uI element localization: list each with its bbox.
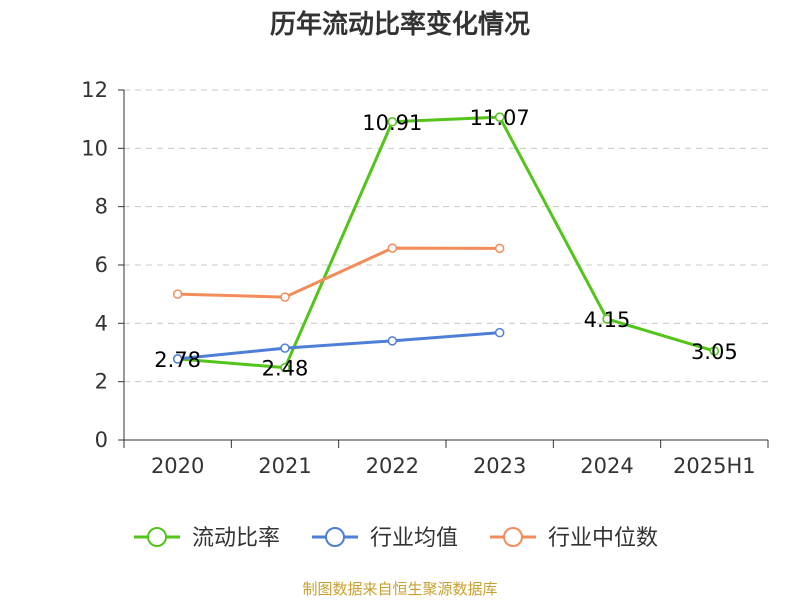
legend: 流动比率 行业均值 行业中位数 (134, 526, 658, 551)
legend-label: 行业均值 (370, 526, 458, 551)
legend-item: 行业中位数 (490, 526, 658, 551)
data-point (387, 336, 398, 346)
data-label: 2.48 (262, 357, 309, 381)
x-tick-label: 2021 (258, 454, 311, 478)
y-tick-label: 8 (95, 195, 108, 219)
y-tick-label: 2 (95, 370, 108, 394)
data-point (387, 117, 398, 127)
legend-label: 流动比率 (192, 526, 280, 551)
legend-marker (503, 527, 523, 547)
series-line (177, 115, 715, 370)
series-0 (172, 112, 720, 373)
data-point (494, 327, 505, 338)
data-point (494, 112, 505, 122)
data-point (280, 362, 290, 373)
legend-label: 行业中位数 (548, 526, 658, 551)
chart-title: 历年流动比率变化情况 (270, 9, 530, 40)
series-layer (172, 112, 720, 373)
legend-marker (325, 527, 345, 547)
data-labels: 2.78 2.48 10.91 11.07 4.15 3.05 (154, 106, 737, 381)
data-label: 3.05 (691, 340, 738, 364)
grid (124, 89, 768, 383)
x-tick-label: 2022 (366, 454, 419, 478)
y-tick-label: 4 (95, 311, 108, 335)
data-label: 11.07 (470, 106, 530, 130)
data-point (387, 243, 398, 253)
series-2 (172, 243, 505, 302)
data-label: 10.91 (362, 111, 422, 135)
y-tick-label: 12 (81, 78, 108, 102)
data-point (494, 243, 505, 254)
y-tick-label: 10 (81, 136, 108, 160)
data-label: 2.78 (154, 348, 201, 372)
legend-item: 行业均值 (312, 526, 458, 551)
source-note: 制图数据来自恒生聚源数据库 (302, 580, 497, 598)
x-tick-label: 2020 (151, 454, 204, 478)
legend-item: 流动比率 (134, 526, 280, 551)
y-tick-label: 6 (95, 253, 108, 277)
data-point (280, 343, 290, 353)
series-line (177, 331, 500, 361)
y-tick-label: 0 (95, 428, 108, 452)
x-tick-label: 2025H1 (673, 454, 756, 478)
series-line (177, 246, 500, 299)
x-tick-label: 2024 (580, 454, 633, 478)
x-tick-label: 2023 (473, 454, 526, 478)
data-label: 4.15 (584, 308, 631, 332)
legend-marker (147, 527, 167, 547)
data-point (172, 354, 183, 364)
data-point (280, 292, 290, 302)
data-point (709, 346, 720, 356)
series-1 (172, 327, 505, 364)
axes: 0 2 4 6 8 10 12 2020 2021 2022 2023 2024 2025H1 (81, 78, 769, 478)
data-point (172, 289, 183, 299)
data-point (602, 314, 612, 324)
